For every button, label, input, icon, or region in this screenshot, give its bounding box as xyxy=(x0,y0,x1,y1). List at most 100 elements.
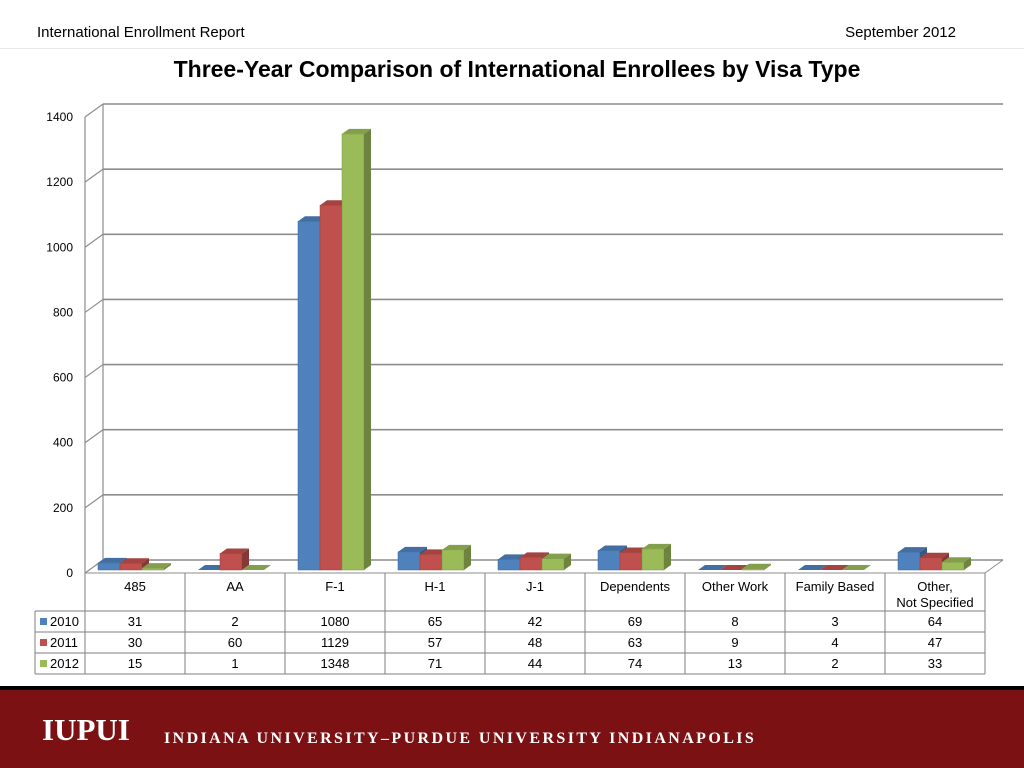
bar-2012-f-1 xyxy=(341,128,371,571)
category-label: AA xyxy=(226,579,244,594)
bar-front xyxy=(97,562,121,571)
y-tick-label: 1400 xyxy=(46,110,73,124)
bar-top xyxy=(98,557,127,563)
bar-front xyxy=(497,559,521,571)
data-value: 65 xyxy=(428,614,442,629)
bar-2010-family-based xyxy=(798,565,827,570)
category-label: Other Work xyxy=(702,579,769,594)
bar-2012-other-not-specified xyxy=(941,557,971,571)
gridline-depth xyxy=(84,364,104,379)
bar-side xyxy=(242,548,249,570)
category-label: Dependents xyxy=(600,579,671,594)
bar-side xyxy=(764,563,771,570)
bar-top xyxy=(842,565,871,570)
y-tick-label: 800 xyxy=(53,305,73,319)
data-value: 2 xyxy=(231,614,238,629)
data-value: 33 xyxy=(928,656,942,671)
data-value: 64 xyxy=(928,614,942,629)
bar-2011-family-based xyxy=(820,565,849,570)
header-divider xyxy=(0,48,1024,49)
bar-top xyxy=(698,565,727,570)
data-value: 13 xyxy=(728,656,742,671)
data-value: 69 xyxy=(628,614,642,629)
data-value: 63 xyxy=(628,635,642,650)
data-value: 44 xyxy=(528,656,542,671)
bar-2012-485 xyxy=(141,563,171,571)
bar-front xyxy=(897,551,921,571)
bar-front xyxy=(441,549,465,571)
gridline-depth xyxy=(84,233,104,248)
bar-top xyxy=(820,565,849,570)
data-value: 2 xyxy=(831,656,838,671)
footer-banner: IUPUI INDIANA UNIVERSITY–PURDUE UNIVERSI… xyxy=(0,686,1024,768)
data-value: 60 xyxy=(228,635,242,650)
legend-label-2011: 2011 xyxy=(50,635,78,650)
category-label: F-1 xyxy=(325,579,345,594)
gridline-depth xyxy=(84,429,104,444)
category-label: Other, Not Specified xyxy=(896,579,973,610)
bar-top xyxy=(542,553,571,559)
bar-front xyxy=(941,562,965,571)
bar-side xyxy=(564,553,571,570)
bar-top xyxy=(442,544,471,550)
bars xyxy=(97,128,971,571)
floor-edge-depth xyxy=(984,559,1004,574)
bar-top xyxy=(642,543,671,549)
bar-front xyxy=(319,205,343,571)
bar-top xyxy=(142,563,171,569)
bar-top xyxy=(898,547,927,553)
bar-top xyxy=(220,548,249,554)
gridline-depth xyxy=(84,168,104,183)
bar-top xyxy=(342,128,371,134)
bar-front xyxy=(341,133,365,571)
university-name: INDIANA UNIVERSITY–PURDUE UNIVERSITY IND… xyxy=(164,730,757,747)
bar-front xyxy=(141,567,165,571)
legend-label-2012: 2012 xyxy=(50,656,79,671)
bar-2012-aa xyxy=(242,565,271,570)
legend-swatch-2011 xyxy=(40,639,47,646)
data-value: 4 xyxy=(831,635,838,650)
bar-top xyxy=(920,552,949,558)
data-value: 48 xyxy=(528,635,542,650)
data-value: 1348 xyxy=(321,656,350,671)
data-value: 1129 xyxy=(321,635,349,650)
gridline-depth xyxy=(84,494,104,509)
bar-side xyxy=(164,563,171,570)
y-tick-label: 1200 xyxy=(46,175,73,189)
y-tick-label: 1000 xyxy=(46,240,73,254)
bar-front xyxy=(119,562,143,571)
bar-side xyxy=(664,543,671,570)
bar-front xyxy=(597,550,621,571)
data-value: 47 xyxy=(928,635,942,650)
y-tick-label: 600 xyxy=(53,371,73,385)
bar-front xyxy=(619,552,643,571)
data-value: 71 xyxy=(428,656,442,671)
category-label: 485 xyxy=(124,579,146,594)
bar-side xyxy=(964,557,971,570)
data-value: 57 xyxy=(428,635,442,650)
gridlines xyxy=(84,103,1003,574)
data-value: 1 xyxy=(231,656,238,671)
data-value: 8 xyxy=(731,614,738,629)
y-tick-label: 400 xyxy=(53,436,73,450)
bar-front xyxy=(541,558,565,571)
bar-2012-other-work xyxy=(741,563,771,571)
bar-top xyxy=(520,552,549,558)
bar-2012-j-1 xyxy=(541,553,571,571)
bar-top xyxy=(942,557,971,563)
bar-2012-h-1 xyxy=(441,544,471,571)
category-label: J-1 xyxy=(526,579,544,594)
bar-2012-dependents xyxy=(641,543,671,571)
data-value: 42 xyxy=(528,614,542,629)
bar-chart: 0 200 400 600 800 1000 1200 1400 485 AA F-1 H-1 J-1 D… xyxy=(34,103,1004,675)
bar-top xyxy=(798,565,827,570)
bar-front xyxy=(919,557,943,571)
bar-front xyxy=(419,554,443,571)
category-label: Family Based xyxy=(796,579,875,594)
legend-label-2010: 2010 xyxy=(50,614,79,629)
bar-front xyxy=(741,568,765,571)
bar-side xyxy=(464,544,471,570)
category-label: H-1 xyxy=(425,579,446,594)
bar-side xyxy=(364,128,371,571)
chart-title: Three-Year Comparison of International E… xyxy=(173,56,861,82)
